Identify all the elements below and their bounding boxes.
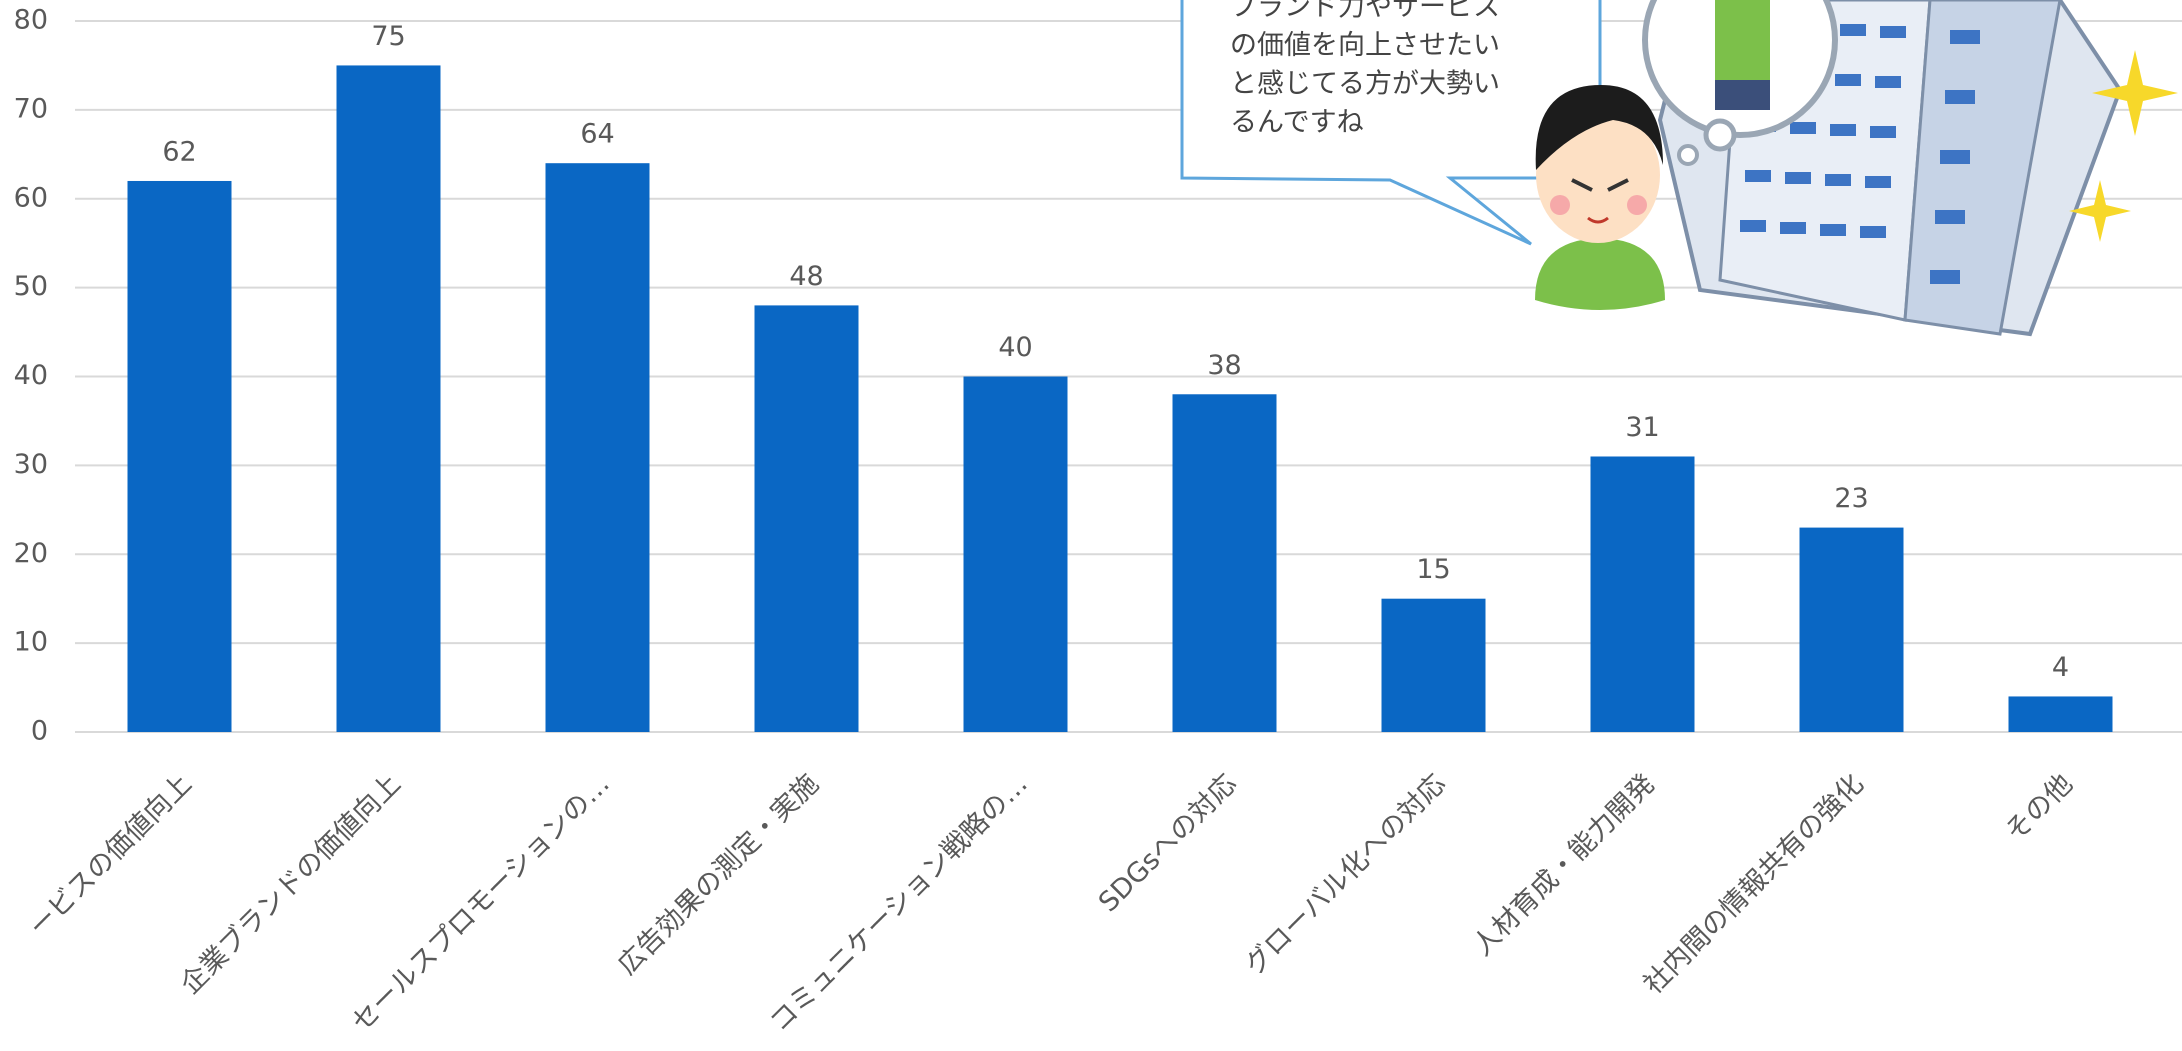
value-label: 23 xyxy=(1834,483,1868,514)
building-illustration xyxy=(1642,0,2178,337)
x-tick-label: ービスの価値向上 xyxy=(23,768,198,943)
value-label: 62 xyxy=(162,136,196,167)
bar xyxy=(127,180,232,733)
value-label: 31 xyxy=(1625,412,1659,443)
value-label: 40 xyxy=(998,332,1032,363)
bar xyxy=(1172,394,1277,732)
bar xyxy=(1799,527,1904,732)
bar xyxy=(1381,598,1486,732)
callout-line: の価値を向上させたい xyxy=(1230,30,1500,61)
callout-line: ブランド力やサービス xyxy=(1230,0,1500,23)
x-tick-label: グローバル化への対応 xyxy=(1239,768,1452,981)
value-label: 15 xyxy=(1416,554,1450,585)
callout-line: と感じてる方が大勢い xyxy=(1230,69,1500,100)
x-tick-label: 広告効果の測定・実施 xyxy=(612,768,825,981)
value-label: 38 xyxy=(1207,350,1241,381)
value-label: 75 xyxy=(371,21,405,52)
callout-line: るんですね xyxy=(1230,107,1364,138)
y-tick-label: 10 xyxy=(14,627,48,658)
bar xyxy=(963,376,1068,732)
bar xyxy=(545,163,650,732)
x-tick-label: SDGsへの対応 xyxy=(1093,768,1243,918)
y-tick-label: 30 xyxy=(14,449,48,480)
y-tick-label: 50 xyxy=(14,271,48,302)
x-tick-label: 人材育成・能力開発 xyxy=(1467,768,1661,962)
y-tick-label: 40 xyxy=(14,360,48,391)
bar xyxy=(754,305,859,732)
value-label: 64 xyxy=(580,119,614,150)
y-tick-label: 0 xyxy=(31,716,48,747)
y-tick-label: 60 xyxy=(14,182,48,213)
bar xyxy=(2008,696,2113,732)
y-tick-label: 20 xyxy=(14,538,48,569)
bar xyxy=(1590,456,1695,732)
x-tick-label: 企業ブランドの価値向上 xyxy=(175,768,407,1000)
bar xyxy=(336,65,441,732)
value-label: 48 xyxy=(789,261,823,292)
y-tick-label: 80 xyxy=(14,5,48,36)
y-tick-label: 70 xyxy=(14,93,48,124)
value-label: 4 xyxy=(2052,652,2069,683)
character-illustration xyxy=(1535,85,1665,310)
x-tick-label: 社内間の情報共有の強化 xyxy=(1638,768,1870,1000)
x-tick-label: その他 xyxy=(2000,768,2079,847)
